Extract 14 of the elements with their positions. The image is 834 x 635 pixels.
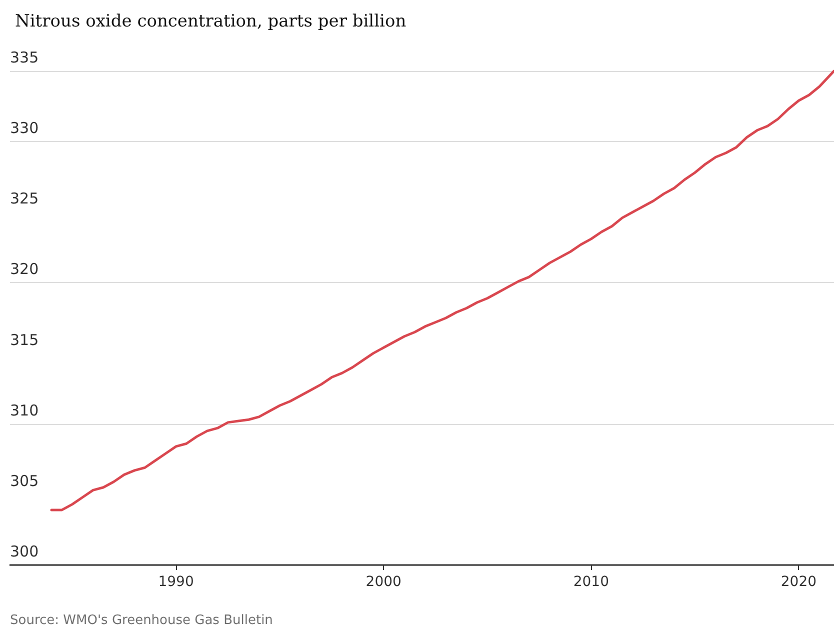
chart-title: Nitrous oxide concentration, parts per billion xyxy=(15,12,406,32)
y-tick-label: 330 xyxy=(10,119,39,138)
x-tick-label: 2000 xyxy=(366,574,402,590)
y-tick-label: 335 xyxy=(10,48,39,66)
y-tick-label: 300 xyxy=(10,542,39,560)
y-tick-label: 325 xyxy=(10,190,39,208)
y-tick-label: 320 xyxy=(10,260,39,278)
x-tick-label: 2020 xyxy=(780,574,817,590)
x-tick-label: 1990 xyxy=(158,574,194,590)
y-tick-label: 315 xyxy=(10,330,39,349)
y-tick-label: 305 xyxy=(10,472,39,490)
x-tick-label: 2010 xyxy=(573,574,609,590)
y-tick-label: 310 xyxy=(10,401,39,420)
source-note: Source: WMO's Greenhouse Gas Bulletin xyxy=(10,613,273,628)
